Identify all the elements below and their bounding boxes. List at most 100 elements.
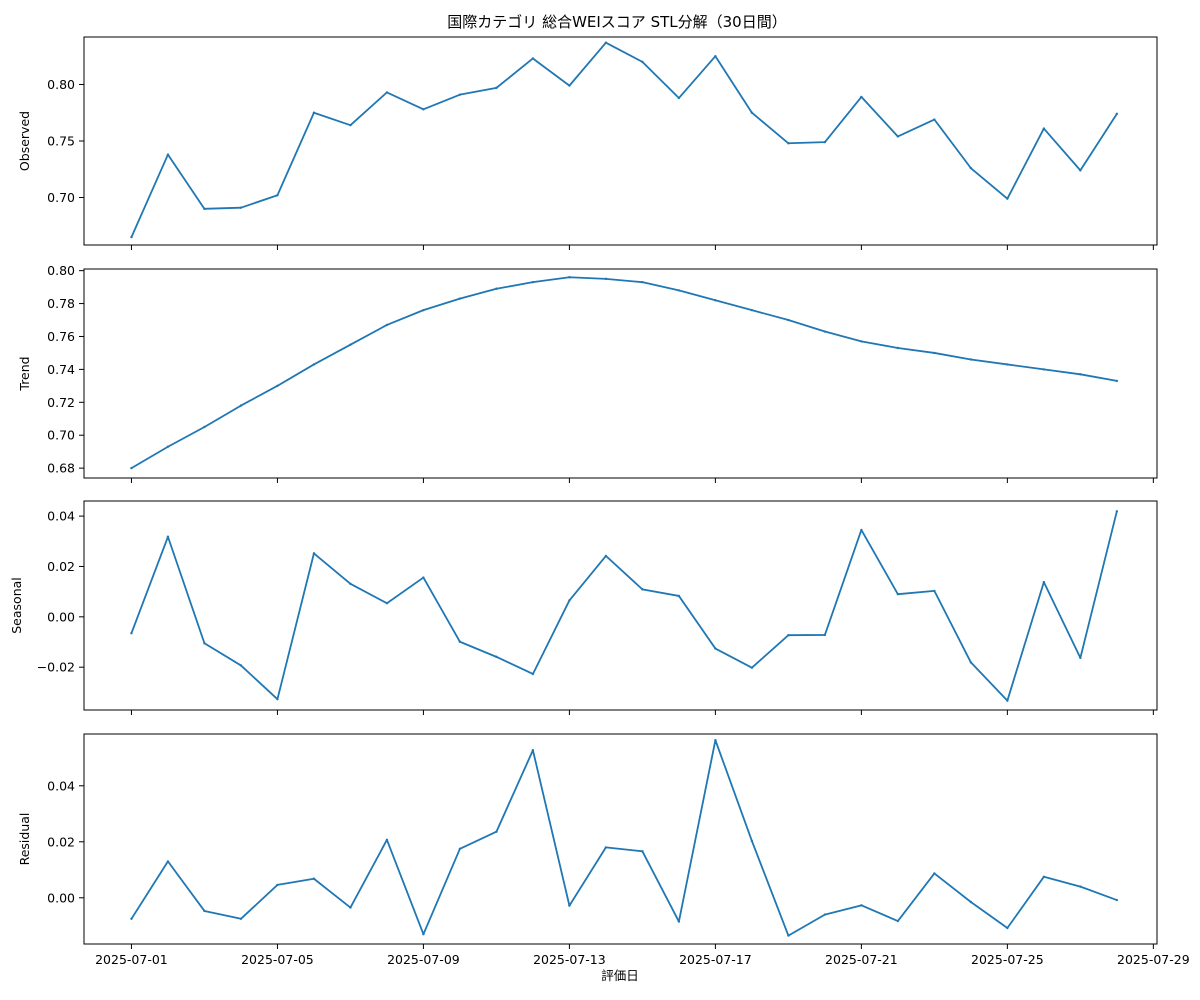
panel-frame-observed <box>83 36 1158 246</box>
data-point-observed <box>458 93 462 96</box>
data-point-trend <box>604 277 608 281</box>
y-tick-label-residual: 0.00 <box>47 890 75 905</box>
data-point-residual <box>787 934 790 937</box>
data-point-observed <box>1079 169 1082 172</box>
y-tick-label-residual: 0.04 <box>47 778 75 793</box>
chart-title: 国際カテゴリ 総合WEIスコア STL分解（30日間） <box>447 13 786 31</box>
data-point-trend <box>969 358 973 361</box>
data-point-residual <box>166 860 170 863</box>
panel-seasonal: −0.02 0.00 0.02 0.04 Seasonal <box>9 500 1158 715</box>
panels-group: 0.70 0.75 0.80 Observed 0.68 0.70 0.72 0.74 0.76… <box>9 36 1190 967</box>
data-point-trend <box>823 330 827 333</box>
data-point-seasonal <box>203 642 206 645</box>
data-point-trend <box>860 340 863 343</box>
data-point-observed <box>203 207 206 211</box>
data-point-residual <box>969 900 973 904</box>
data-point-trend <box>1115 379 1119 383</box>
y-tick-label-observed: 0.70 <box>47 190 75 205</box>
data-point-seasonal <box>130 632 133 635</box>
data-point-observed <box>641 60 644 64</box>
data-point-seasonal <box>422 576 425 579</box>
data-point-observed <box>969 166 973 170</box>
data-point-seasonal <box>1006 699 1009 702</box>
y-axis-label-trend: Trend <box>17 356 32 391</box>
data-point-trend <box>458 297 462 300</box>
data-point-seasonal <box>933 589 936 593</box>
data-point-residual <box>933 872 936 875</box>
panel-frame-seasonal <box>83 500 1158 711</box>
data-point-observed <box>568 84 571 87</box>
series-line-trend <box>130 276 1118 469</box>
data-point-observed <box>312 111 316 114</box>
series-line-observed <box>130 41 1118 238</box>
y-tick-label-trend: 0.78 <box>47 296 75 311</box>
data-point-residual <box>495 830 498 833</box>
data-point-seasonal <box>641 588 644 591</box>
data-point-observed <box>130 235 133 239</box>
x-tick-label: 2025-07-29 <box>1117 952 1190 967</box>
y-tick-label-trend: 0.76 <box>47 329 75 344</box>
y-tick-label-seasonal: 0.02 <box>47 559 75 574</box>
data-point-observed <box>604 41 608 44</box>
data-point-trend <box>896 346 900 350</box>
data-point-residual <box>531 749 535 752</box>
data-point-seasonal <box>458 640 462 643</box>
data-point-trend <box>750 308 754 312</box>
data-point-residual <box>677 920 681 923</box>
data-point-observed <box>1115 112 1119 116</box>
data-point-trend <box>641 280 644 284</box>
data-point-seasonal <box>531 672 535 676</box>
data-point-residual <box>130 917 133 920</box>
data-point-seasonal <box>495 655 498 659</box>
data-point-observed <box>239 206 243 209</box>
data-point-observed <box>787 142 790 145</box>
data-point-residual <box>1079 885 1082 888</box>
data-point-trend <box>349 343 352 346</box>
series-line-seasonal <box>130 511 1118 702</box>
data-point-observed <box>750 111 754 114</box>
data-point-seasonal <box>750 666 754 669</box>
data-point-residual <box>349 906 352 909</box>
data-point-observed <box>933 118 936 121</box>
data-point-seasonal <box>969 661 973 664</box>
data-point-seasonal <box>860 528 863 532</box>
data-point-trend <box>568 276 571 279</box>
data-point-residual <box>1115 898 1119 902</box>
data-point-trend <box>714 299 717 302</box>
data-point-observed <box>166 153 170 156</box>
data-point-residual <box>203 909 206 913</box>
data-point-seasonal <box>312 552 316 555</box>
y-tick-label-seasonal: 0.00 <box>47 609 75 624</box>
data-point-trend <box>1042 368 1046 371</box>
data-point-residual <box>385 838 389 842</box>
data-point-trend <box>130 466 133 470</box>
y-axis-label-residual: Residual <box>17 813 32 866</box>
panel-observed: 0.70 0.75 0.80 Observed <box>17 36 1158 250</box>
series-line-residual <box>130 739 1118 937</box>
y-tick-label-residual: 0.02 <box>47 834 75 849</box>
y-tick-label-seasonal: −0.02 <box>37 660 75 675</box>
panel-residual: 0.00 0.02 0.04 2025-07-01 2025-07-05 2025-07-… <box>17 733 1190 967</box>
panel-frame-residual <box>83 733 1158 945</box>
data-point-seasonal <box>1079 656 1082 660</box>
data-point-trend <box>933 351 936 355</box>
data-point-observed <box>1042 127 1046 130</box>
data-point-trend <box>1079 373 1082 376</box>
data-point-seasonal <box>568 599 571 602</box>
data-point-observed <box>677 96 681 100</box>
data-point-trend <box>1006 363 1009 366</box>
panel-trend: 0.68 0.70 0.72 0.74 0.76 0.78 0.80 Trend <box>17 263 1158 483</box>
data-point-residual <box>458 847 462 850</box>
data-point-seasonal <box>276 697 279 701</box>
data-point-seasonal <box>787 634 790 637</box>
data-point-residual <box>239 917 243 920</box>
data-point-observed <box>714 55 717 58</box>
y-tick-label-trend: 0.72 <box>47 395 75 410</box>
data-point-trend <box>422 308 425 312</box>
data-point-residual <box>714 738 717 742</box>
data-point-seasonal <box>1042 580 1046 584</box>
data-point-trend <box>276 384 279 388</box>
data-point-seasonal <box>604 554 608 558</box>
data-point-residual <box>860 904 863 907</box>
y-tick-label-observed: 0.75 <box>47 134 75 149</box>
